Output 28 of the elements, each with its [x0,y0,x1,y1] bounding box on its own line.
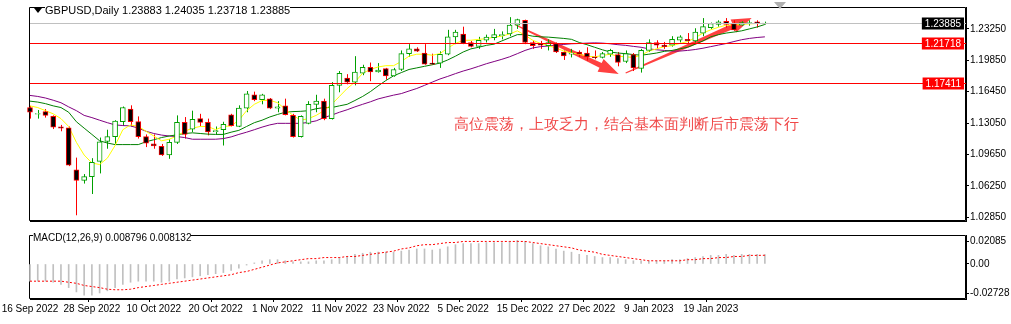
x-tick-label: 11 Nov 2022 [311,302,368,314]
y-tick-label: 1.16450 [970,85,1007,97]
x-tick-label: 27 Dec 2022 [558,302,616,314]
ref-line-label: 1.23885 [924,17,962,29]
y-tick-label: -0.02728 [970,287,1010,299]
y-tick-label: 1.23250 [970,22,1007,34]
chart-title: GBPUSD,Daily 1.23883 1.24035 1.23718 1.23885 [45,4,291,16]
ref-line-label: 1.17411 [925,77,962,89]
y-tick-label: 1.06250 [970,179,1007,191]
chart-title: MACD(12,26,9) 0.008796 0.008132 [33,232,192,243]
y-tick-label: 0.02085 [970,235,1007,247]
x-tick-label: 20 Oct 2022 [188,302,244,314]
x-tick-label: 19 Jan 2023 [683,302,739,314]
x-tick-label: 15 Dec 2022 [496,302,554,314]
y-tick-label: 0.00 [970,257,990,269]
y-tick-label: 1.19850 [970,54,1007,66]
x-tick-label: 1 Nov 2022 [251,302,304,314]
x-tick-label: 28 Sep 2022 [63,302,121,314]
x-tick-label: 9 Jan 2023 [624,302,675,314]
annotation: 高位震荡，上攻乏力，结合基本面判断后市震荡下行 [453,115,799,134]
y-tick-label: 1.13050 [970,116,1007,128]
y-tick-label: 1.02850 [970,211,1007,223]
x-tick-label: 23 Nov 2022 [372,302,431,314]
y-tick-label: 1.09650 [970,148,1007,160]
ref-line-label: 1.21718 [924,37,962,49]
x-tick-label: 5 Dec 2022 [437,302,490,314]
x-tick-label: 16 Sep 2022 [1,302,59,314]
x-tick-label: 10 Oct 2022 [126,302,182,314]
